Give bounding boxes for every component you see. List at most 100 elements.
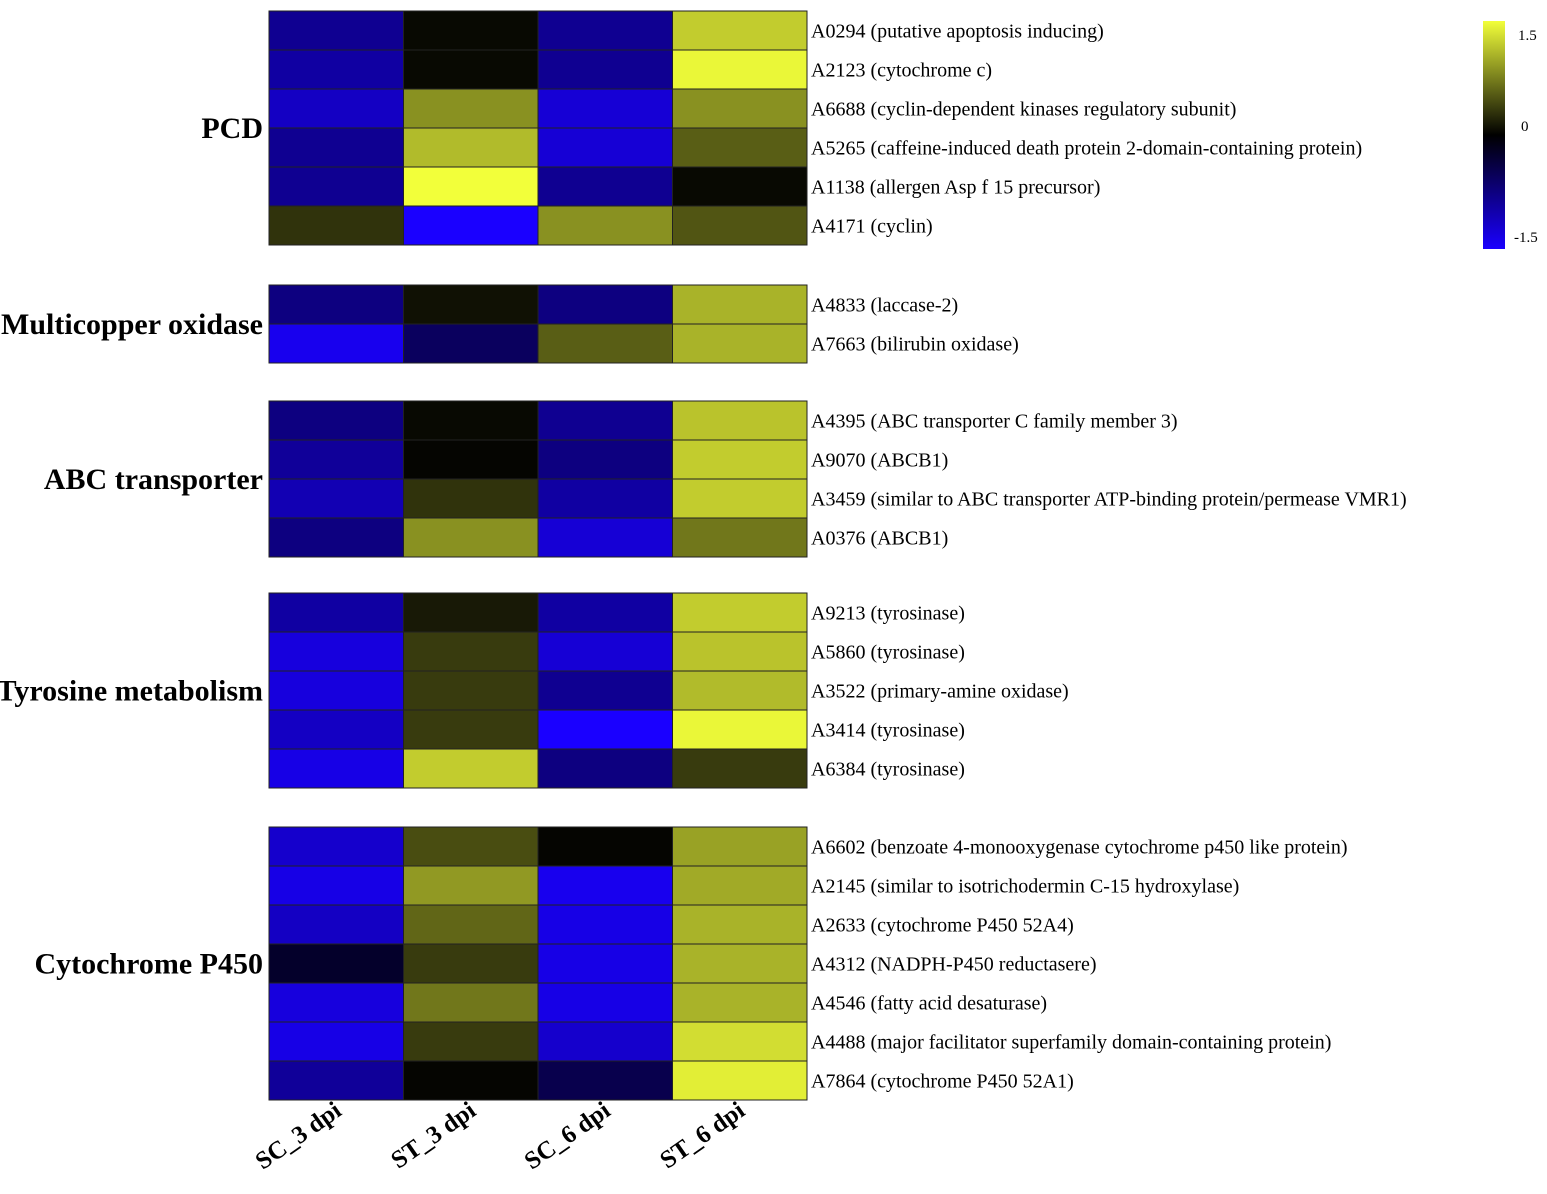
heatmap-cell xyxy=(537,748,673,789)
heatmap-cell xyxy=(403,284,539,325)
heatmap-cell xyxy=(268,127,404,168)
heatmap-cell xyxy=(403,88,539,129)
gene-label: A4488 (major facilitator superfamily dom… xyxy=(811,1032,1331,1054)
group-label: ABC transporter xyxy=(44,463,263,496)
gene-label: A7864 (cytochrome P450 52A1) xyxy=(811,1071,1074,1093)
heatmap-cell xyxy=(268,400,404,441)
heatmap-cell xyxy=(672,10,808,51)
heatmap-cell xyxy=(672,49,808,90)
heatmap-cell xyxy=(537,205,673,246)
color-scale-max-label: 1.5 xyxy=(1518,28,1537,44)
heatmap-cell xyxy=(403,439,539,480)
column-label: SC_3 dpi xyxy=(251,1097,347,1175)
gene-label: A6384 (tyrosinase) xyxy=(811,759,965,781)
heatmap-cell xyxy=(537,10,673,51)
column-label: ST_3 dpi xyxy=(386,1097,481,1175)
group-label: Multicopper oxidase xyxy=(1,308,263,341)
gene-label: A9213 (tyrosinase) xyxy=(811,603,965,625)
heatmap-cell xyxy=(672,205,808,246)
heatmap-cell xyxy=(268,1021,404,1062)
column-labels: SC_3 dpi ST_3 dpi SC_6 dpi ST_6 dpi xyxy=(251,1097,750,1175)
heatmap-cell xyxy=(268,709,404,750)
heatmap-cell xyxy=(403,826,539,867)
heatmap-cell xyxy=(268,88,404,129)
heatmap-cell xyxy=(268,1060,404,1101)
heatmap-cell xyxy=(672,517,808,558)
gene-label: A0376 (ABCB1) xyxy=(811,528,948,550)
gene-label: A4171 (cyclin) xyxy=(811,216,933,238)
heatmap-cell xyxy=(672,592,808,633)
heatmap-cell xyxy=(537,1021,673,1062)
heatmap-cell xyxy=(403,865,539,906)
heatmap-cell xyxy=(403,323,539,364)
heatmap-cell xyxy=(672,631,808,672)
heatmap-cell xyxy=(403,709,539,750)
heatmap-cell xyxy=(403,1021,539,1062)
heatmap-cell xyxy=(403,1060,539,1101)
gene-label: A0294 (putative apoptosis inducing) xyxy=(811,21,1104,43)
heatmap-cell xyxy=(403,205,539,246)
heatmap-cell xyxy=(403,592,539,633)
heatmap-cell xyxy=(537,865,673,906)
heatmap-cell xyxy=(672,88,808,129)
gene-label: A6602 (benzoate 4-monooxygenase cytochro… xyxy=(811,837,1348,859)
column-label: SC_6 dpi xyxy=(520,1097,616,1175)
heatmap-cell xyxy=(537,982,673,1023)
group-label: Cytochrome P450 xyxy=(34,948,263,981)
heatmap-cell xyxy=(537,127,673,168)
color-scale-mid-label: 0 xyxy=(1521,119,1529,135)
gene-label: A3522 (primary-amine oxidase) xyxy=(811,681,1069,703)
heatmap-cell xyxy=(268,517,404,558)
heatmap-cell xyxy=(672,127,808,168)
heatmap-cell xyxy=(672,478,808,519)
heatmap-cell xyxy=(268,439,404,480)
heatmap-cell xyxy=(268,982,404,1023)
heatmap-cell xyxy=(672,709,808,750)
gene-label: A1138 (allergen Asp f 15 precursor) xyxy=(811,177,1100,199)
heatmap-cell xyxy=(672,1021,808,1062)
heatmap-cell xyxy=(268,10,404,51)
gene-label: A7663 (bilirubin oxidase) xyxy=(811,334,1019,356)
heatmap-cell xyxy=(672,400,808,441)
heatmap-cell xyxy=(268,826,404,867)
column-label: ST_6 dpi xyxy=(655,1097,750,1175)
heatmap-cell xyxy=(268,748,404,789)
gene-label: A2123 (cytochrome c) xyxy=(811,60,992,82)
heatmap-cell xyxy=(672,284,808,325)
heatmap-cell xyxy=(537,826,673,867)
group-labels: PCD Multicopper oxidase ABC transporter Tyr… xyxy=(0,112,263,981)
heatmap-cell xyxy=(268,631,404,672)
heatmap-cell xyxy=(403,49,539,90)
gene-labels: A0294 (putative apoptosis inducing) A2123… xyxy=(811,21,1407,1093)
heatmap-cell xyxy=(403,904,539,945)
heatmap-cell xyxy=(268,205,404,246)
heatmap-cell xyxy=(537,88,673,129)
heatmap-cell xyxy=(403,400,539,441)
group-label: Tyrosine metabolism xyxy=(0,675,263,708)
heatmap-cell xyxy=(403,478,539,519)
heatmap-cell xyxy=(537,284,673,325)
gene-label: A6688 (cyclin-dependent kinases regulato… xyxy=(811,99,1236,121)
heatmap-cell xyxy=(403,10,539,51)
heatmap-cell xyxy=(537,517,673,558)
heatmap-cell xyxy=(537,670,673,711)
heatmap-cell xyxy=(403,748,539,789)
heatmap-cell xyxy=(537,709,673,750)
color-scale-bar xyxy=(1483,21,1505,249)
gene-label: A2145 (similar to isotrichodermin C-15 h… xyxy=(811,876,1239,898)
heatmap-cell xyxy=(672,1060,808,1101)
gene-label: A2633 (cytochrome P450 52A4) xyxy=(811,915,1074,937)
heatmap-cell xyxy=(268,943,404,984)
heatmap-cell xyxy=(268,49,404,90)
gene-label: A5265 (caffeine-induced death protein 2-… xyxy=(811,138,1362,160)
heatmap-cell xyxy=(268,904,404,945)
heatmap-cell xyxy=(537,166,673,207)
heatmap-cell xyxy=(537,592,673,633)
color-scale-min-label: -1.5 xyxy=(1514,230,1538,246)
heatmap-cell xyxy=(672,826,808,867)
heatmap-cell xyxy=(672,865,808,906)
heatmap-cell xyxy=(537,631,673,672)
heatmap-cell xyxy=(268,865,404,906)
heatmap-cell xyxy=(672,439,808,480)
